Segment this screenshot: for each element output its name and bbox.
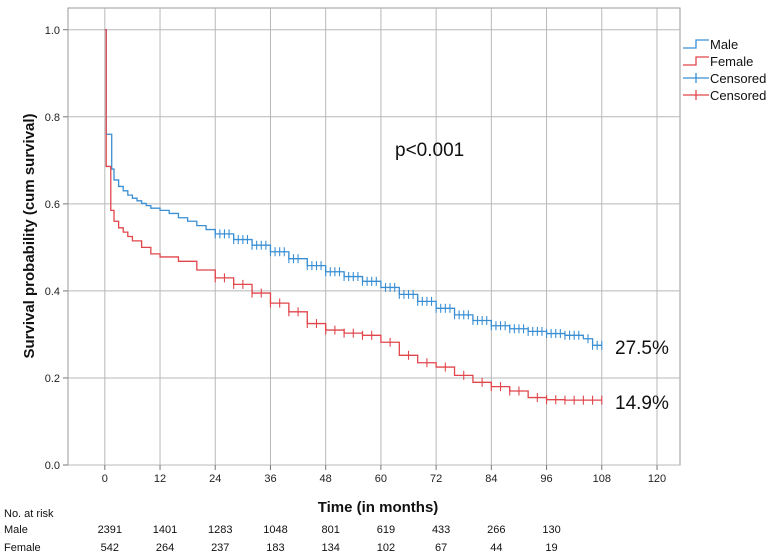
risk-value: 237 — [211, 542, 229, 554]
x-tick-label: 96 — [540, 473, 552, 485]
risk-table-title: No. at risk — [4, 508, 54, 520]
legend: Male Female Censored Censored — [683, 37, 766, 103]
risk-value: 264 — [156, 542, 174, 554]
risk-value: 2391 — [98, 524, 122, 536]
y-tick-label: 0.0 — [45, 460, 60, 472]
x-axis-ticks: 0 12 24 36 48 60 72 84 96 108 120 — [102, 465, 666, 485]
y-tick-label: 0.4 — [45, 286, 60, 298]
y-tick-label: 0.8 — [45, 112, 60, 124]
risk-value: 1283 — [208, 524, 232, 536]
risk-value: 1401 — [153, 524, 177, 536]
x-tick-label: 12 — [154, 473, 166, 485]
y-tick-label: 0.2 — [45, 373, 60, 385]
y-tick-label: 0.6 — [45, 199, 60, 211]
risk-value: 619 — [377, 524, 395, 536]
risk-value: 67 — [435, 542, 447, 554]
risk-value: 44 — [490, 542, 502, 554]
x-tick-label: 36 — [264, 473, 276, 485]
plot-frame — [67, 7, 681, 466]
risk-value: 433 — [432, 524, 450, 536]
x-tick-label: 120 — [648, 473, 666, 485]
risk-value: 542 — [101, 542, 119, 554]
risk-value: 1048 — [263, 524, 287, 536]
x-tick-label: 72 — [430, 473, 442, 485]
legend-label: Male — [710, 37, 738, 52]
series-layer — [104, 29, 603, 405]
legend-label: Censored — [710, 88, 766, 103]
risk-value: 134 — [322, 542, 340, 554]
risk-row-label: Female — [4, 542, 41, 554]
risk-value: 19 — [545, 542, 557, 554]
risk-row-label: Male — [4, 524, 28, 536]
female-end-label: 14.9% — [615, 393, 669, 414]
x-tick-label: 24 — [209, 473, 221, 485]
risk-value: 130 — [542, 524, 560, 536]
legend-step-symbol — [683, 56, 709, 66]
x-tick-label: 0 — [102, 473, 108, 485]
x-tick-label: 48 — [320, 473, 332, 485]
legend-label: Censored — [710, 71, 766, 86]
x-tick-label: 108 — [593, 473, 611, 485]
y-tick-label: 1.0 — [45, 25, 60, 37]
p-value-annotation: p<0.001 — [395, 140, 464, 161]
grid — [68, 8, 680, 466]
risk-value: 183 — [266, 542, 284, 554]
legend-step-symbol — [683, 39, 709, 49]
x-axis-title: Time (in months) — [318, 499, 439, 516]
legend-label: Female — [710, 54, 753, 69]
y-axis-ticks: 0.0 0.2 0.4 0.6 0.8 1.0 — [45, 25, 68, 472]
male-end-label: 27.5% — [615, 338, 669, 359]
y-axis-title: Survival probability (cum survival) — [21, 113, 38, 358]
x-tick-label: 60 — [375, 473, 387, 485]
x-tick-label: 84 — [485, 473, 497, 485]
risk-value: 102 — [377, 542, 395, 554]
risk-value: 266 — [487, 524, 505, 536]
risk-table: No. at risk Male 2391 1401 1283 1048 801 619 433… — [4, 508, 561, 554]
risk-value: 801 — [322, 524, 340, 536]
